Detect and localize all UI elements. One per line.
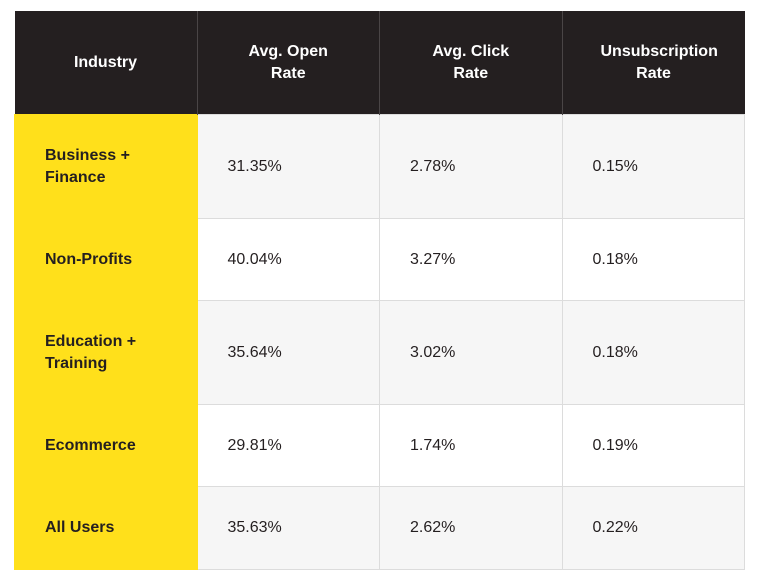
table-row: Non-Profits 40.04% 3.27% 0.18%	[14, 218, 745, 301]
column-header: Avg. Open Rate	[196, 11, 380, 115]
rate-cell: 31.35%	[196, 114, 380, 219]
rate-cell: 0.18%	[561, 300, 745, 405]
column-header: Avg. Click Rate	[379, 11, 562, 115]
table-row: All Users 35.63% 2.62% 0.22%	[14, 486, 745, 570]
rate-cell: 40.04%	[196, 218, 380, 301]
column-header: Industry	[14, 11, 197, 115]
industry-cell: Non-Profits	[14, 218, 198, 301]
industry-cell: All Users	[14, 486, 198, 570]
table-row: Education + Training 35.64% 3.02% 0.18%	[14, 300, 745, 405]
rate-cell: 1.74%	[379, 404, 563, 487]
industry-cell: Education + Training	[14, 300, 198, 405]
column-header: Unsubscription Rate	[561, 11, 745, 115]
rate-cell: 3.02%	[379, 300, 563, 405]
rate-cell: 2.62%	[379, 486, 563, 570]
rate-cell: 3.27%	[379, 218, 563, 301]
header-row: Industry Avg. Open Rate Avg. Click Rate Uns…	[14, 11, 745, 115]
table-row: Ecommerce 29.81% 1.74% 0.19%	[14, 404, 745, 487]
rate-cell: 0.22%	[561, 486, 745, 570]
rate-cell: 0.15%	[561, 114, 745, 219]
rate-cell: 35.64%	[196, 300, 380, 405]
table-body: Business + Finance 31.35% 2.78% 0.15% Non-Pr…	[14, 114, 745, 570]
industry-cell: Ecommerce	[14, 404, 198, 487]
rate-cell: 0.19%	[561, 404, 745, 487]
rate-cell: 0.18%	[561, 218, 745, 301]
rate-cell: 29.81%	[196, 404, 380, 487]
rate-cell: 2.78%	[379, 114, 563, 219]
table-row: Business + Finance 31.35% 2.78% 0.15%	[14, 114, 745, 219]
rate-cell: 35.63%	[196, 486, 380, 570]
benchmark-table: Industry Avg. Open Rate Avg. Click Rate Uns…	[14, 11, 745, 570]
table-header: Industry Avg. Open Rate Avg. Click Rate Uns…	[14, 11, 745, 115]
table-container: Industry Avg. Open Rate Avg. Click Rate Uns…	[14, 11, 745, 570]
industry-cell: Business + Finance	[14, 114, 198, 219]
